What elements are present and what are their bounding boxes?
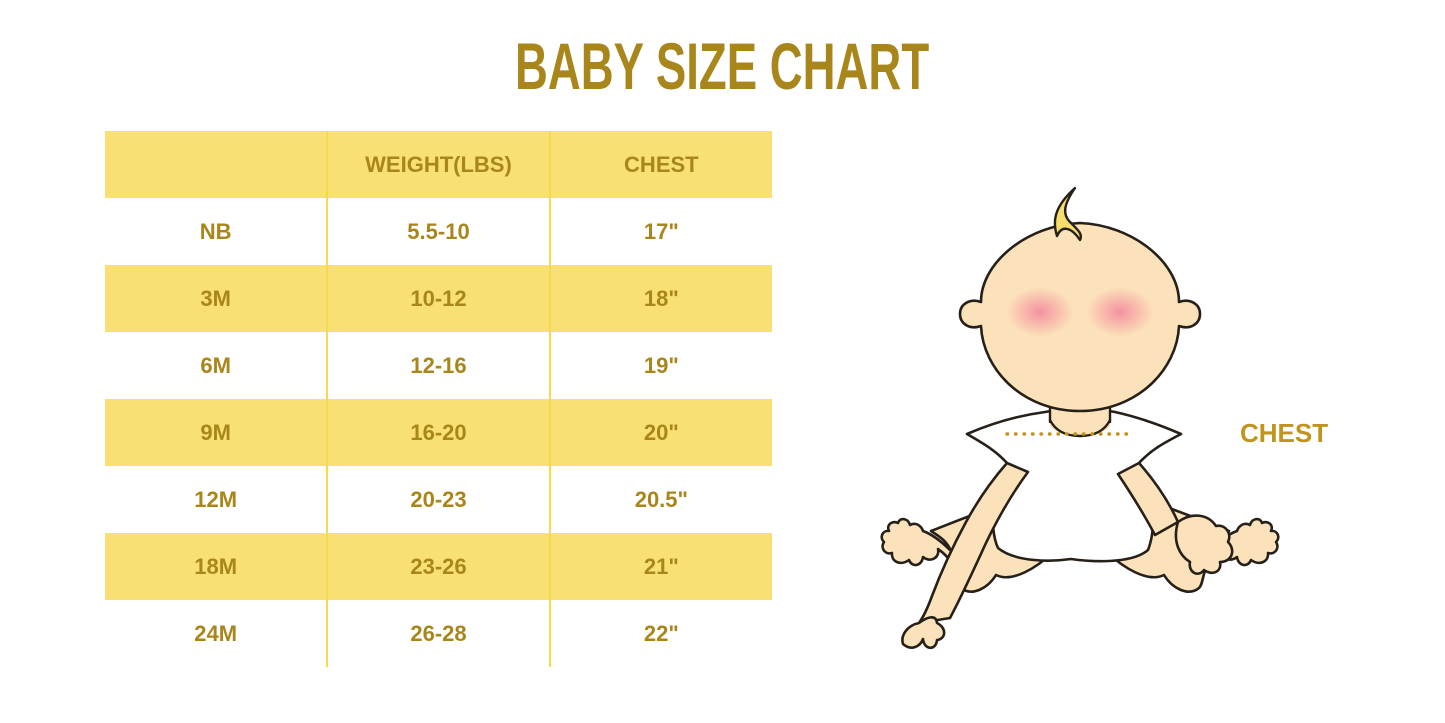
svg-text:CHEST: CHEST <box>1240 418 1328 448</box>
